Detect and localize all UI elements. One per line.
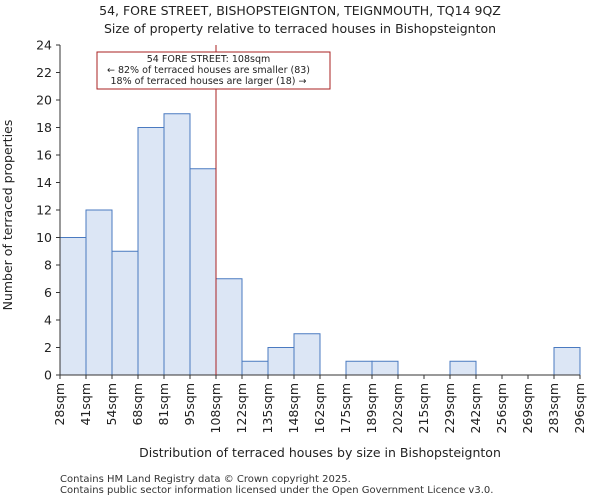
x-tick-label: 256sqm [494, 383, 509, 433]
bar-122sqm [242, 361, 268, 375]
x-tick-label: 54sqm [104, 383, 119, 426]
chart-area: 024681012141618202224 28sqm41sqm54sqm68s… [0, 0, 600, 500]
x-tick-label: 68sqm [130, 383, 145, 426]
y-tick-label: 20 [36, 93, 52, 108]
bar-54sqm [112, 251, 138, 375]
bar-28sqm [60, 238, 86, 376]
footer-line-1: Contains HM Land Registry data © Crown c… [60, 474, 351, 485]
x-tick-label: 41sqm [78, 383, 93, 426]
bar-68sqm [138, 128, 164, 376]
x-tick-label: 95sqm [182, 383, 197, 426]
x-tick-label: 122sqm [234, 383, 249, 433]
x-tick-label: 242sqm [468, 383, 483, 433]
y-tick-label: 16 [36, 148, 52, 163]
x-tick-label: 189sqm [364, 383, 379, 433]
y-tick-label: 10 [36, 230, 52, 245]
bar-229sqm [450, 361, 476, 375]
y-tick-label: 4 [44, 313, 52, 328]
y-tick-label: 6 [44, 285, 52, 300]
x-tick-label: 296sqm [572, 383, 587, 433]
bar-148sqm [294, 334, 320, 375]
x-tick-label: 202sqm [390, 383, 405, 433]
y-tick-label: 14 [36, 175, 52, 190]
x-tick-label: 215sqm [416, 383, 431, 433]
x-tick-label: 81sqm [156, 383, 171, 426]
annotation-line-2: ← 82% of terraced houses are smaller (83… [107, 65, 310, 76]
x-tick-label: 135sqm [260, 383, 275, 433]
x-tick-label: 283sqm [546, 383, 561, 433]
y-tick-label: 12 [36, 203, 52, 218]
bar-108sqm [216, 279, 242, 375]
x-tick-label: 175sqm [338, 383, 353, 433]
bar-135sqm [268, 348, 294, 376]
bar-175sqm [346, 361, 372, 375]
y-tick-label: 22 [36, 65, 52, 80]
y-tick-label: 8 [44, 258, 52, 273]
x-tick-label: 269sqm [520, 383, 535, 433]
x-tick-label: 229sqm [442, 383, 457, 433]
bar-41sqm [86, 210, 112, 375]
y-axis: 024681012141618202224 [36, 38, 60, 383]
bar-95sqm [190, 169, 216, 375]
y-tick-label: 18 [36, 120, 52, 135]
y-tick-label: 24 [36, 38, 52, 53]
x-tick-label: 162sqm [312, 383, 327, 433]
bar-81sqm [164, 114, 190, 375]
x-axis: 28sqm 41sqm 54sqm 68sqm 81sqm 95sqm 108sqm 122s… [52, 375, 587, 433]
bar-283sqm [554, 348, 580, 376]
y-tick-label: 2 [44, 340, 52, 355]
footer-line-2: Contains public sector information licen… [60, 485, 493, 496]
x-tick-label: 148sqm [286, 383, 301, 433]
y-tick-label: 0 [44, 368, 52, 383]
x-tick-label: 108sqm [208, 383, 223, 433]
x-axis-label: Distribution of terraced houses by size … [139, 445, 501, 460]
bars-group [60, 114, 580, 375]
bar-189sqm [372, 361, 398, 375]
y-axis-label: Number of terraced properties [0, 120, 15, 311]
annotation-group: 54 FORE STREET: 108sqm← 82% of terraced … [97, 52, 330, 89]
x-tick-label: 28sqm [52, 383, 67, 426]
annotation-line-3: 18% of terraced houses are larger (18) → [111, 76, 307, 87]
annotation-line-1: 54 FORE STREET: 108sqm [147, 54, 270, 65]
